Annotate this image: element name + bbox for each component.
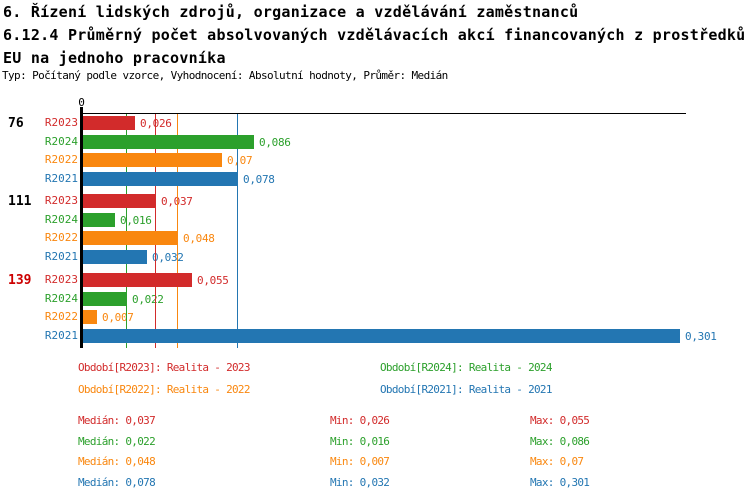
- x-axis-zero-tick-label: 0: [78, 96, 85, 109]
- bar-value-111-r2021: 0,032: [152, 251, 184, 264]
- group-label-139: 139: [8, 273, 32, 288]
- series-label-r2023: R2023: [44, 194, 78, 207]
- series-label-r2021: R2021: [44, 250, 78, 263]
- chart-title-line3: EU na jednoho pracovníka: [3, 49, 226, 67]
- bar-76-r2022: [83, 153, 222, 167]
- bar-value-76-r2024: 0,086: [259, 136, 291, 149]
- bar-139-r2023: [83, 273, 192, 287]
- stat-median-r2023: Medián: 0,037: [78, 414, 156, 427]
- bar-111-r2023: [83, 194, 156, 208]
- stat-max-r2023: Max: 0,055: [530, 414, 590, 427]
- bar-value-139-r2021: 0,301: [685, 330, 717, 343]
- y-axis-line: [80, 107, 83, 348]
- chart-title-line2: 6.12.4 Průměrný počet absolvovaných vzdě…: [3, 26, 746, 44]
- legend-item-r2021: Období[R2021]: Realita - 2021: [380, 383, 552, 396]
- bar-111-r2024: [83, 213, 115, 227]
- bar-value-111-r2024: 0,016: [120, 214, 152, 227]
- stat-max-r2021: Max: 0,301: [530, 476, 590, 489]
- stat-max-r2024: Max: 0,086: [530, 435, 590, 448]
- series-label-r2021: R2021: [44, 172, 78, 185]
- bar-139-r2021: [83, 329, 680, 343]
- legend-item-r2022: Období[R2022]: Realita - 2022: [78, 383, 250, 396]
- stat-min-r2023: Min: 0,026: [330, 414, 390, 427]
- stat-median-r2024: Medián: 0,022: [78, 435, 156, 448]
- stat-min-r2022: Min: 0,007: [330, 455, 390, 468]
- stat-min-r2024: Min: 0,016: [330, 435, 390, 448]
- group-label-76: 76: [8, 116, 24, 131]
- chart-title-line1: 6. Řízení lidských zdrojů, organizace a …: [3, 3, 579, 21]
- series-label-r2024: R2024: [44, 135, 78, 148]
- chart-subtitle: Typ: Počítaný podle vzorce, Vyhodnocení:…: [2, 69, 448, 82]
- legend-item-r2023: Období[R2023]: Realita - 2023: [78, 361, 250, 374]
- stat-min-r2021: Min: 0,032: [330, 476, 390, 489]
- series-label-r2022: R2022: [44, 310, 78, 323]
- bar-139-r2024: [83, 292, 127, 306]
- bar-111-r2021: [83, 250, 147, 264]
- x-axis-line: [82, 113, 686, 114]
- series-label-r2023: R2023: [44, 273, 78, 286]
- series-label-r2023: R2023: [44, 116, 78, 129]
- bar-value-111-r2022: 0,048: [183, 232, 215, 245]
- group-label-111: 111: [8, 194, 32, 209]
- bar-139-r2022: [83, 310, 97, 324]
- bar-value-139-r2024: 0,022: [132, 293, 164, 306]
- series-label-r2024: R2024: [44, 292, 78, 305]
- stat-median-r2021: Medián: 0,078: [78, 476, 156, 489]
- bar-value-76-r2021: 0,078: [243, 173, 275, 186]
- series-label-r2024: R2024: [44, 213, 78, 226]
- stat-max-r2022: Max: 0,07: [530, 455, 584, 468]
- legend-item-r2024: Období[R2024]: Realita - 2024: [380, 361, 552, 374]
- bar-76-r2023: [83, 116, 135, 130]
- stat-median-r2022: Medián: 0,048: [78, 455, 156, 468]
- bar-111-r2022: [83, 231, 178, 245]
- bar-value-111-r2023: 0,037: [161, 196, 193, 208]
- series-label-r2022: R2022: [44, 153, 78, 166]
- series-label-r2021: R2021: [44, 329, 78, 342]
- bar-76-r2021: [83, 172, 238, 186]
- series-label-r2022: R2022: [44, 231, 78, 244]
- bar-value-139-r2023: 0,055: [197, 274, 229, 287]
- bar-76-r2024: [83, 135, 254, 149]
- bar-value-76-r2022: 0,07: [227, 154, 253, 167]
- bar-value-139-r2022: 0,007: [102, 311, 134, 324]
- median-line-r2021: [237, 114, 238, 348]
